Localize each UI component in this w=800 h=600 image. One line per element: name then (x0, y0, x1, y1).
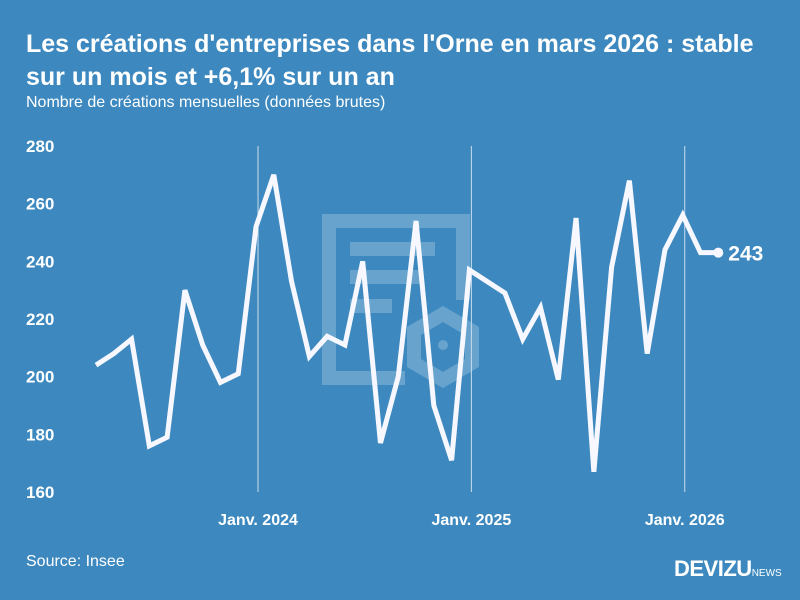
y-tick-label: 260 (26, 195, 54, 214)
x-tick-label: Janv. 2025 (431, 512, 511, 529)
y-tick-label: 160 (26, 483, 54, 502)
last-point-marker (713, 247, 724, 258)
logo-suffix: NEWS (751, 568, 782, 579)
logo-main: DEVIZU (674, 556, 752, 581)
x-tick-label: Janv. 2026 (645, 512, 725, 529)
source-note: Source: Insee (26, 553, 125, 570)
series-line (94, 174, 719, 473)
y-tick-label: 200 (26, 368, 54, 387)
chart-title: Les créations d'entreprises dans l'Orne … (26, 30, 754, 91)
devizu-logo: DEVIZUNEWS (674, 556, 782, 582)
y-tick-label: 280 (26, 137, 54, 156)
last-value-label: 243 (728, 243, 763, 266)
y-tick-label: 220 (26, 310, 54, 329)
x-tick-label: Janv. 2024 (218, 512, 298, 529)
y-tick-label: 240 (26, 252, 54, 271)
chart-subtitle: Nombre de créations mensuelles (données … (26, 94, 386, 111)
y-tick-label: 180 (26, 425, 54, 444)
